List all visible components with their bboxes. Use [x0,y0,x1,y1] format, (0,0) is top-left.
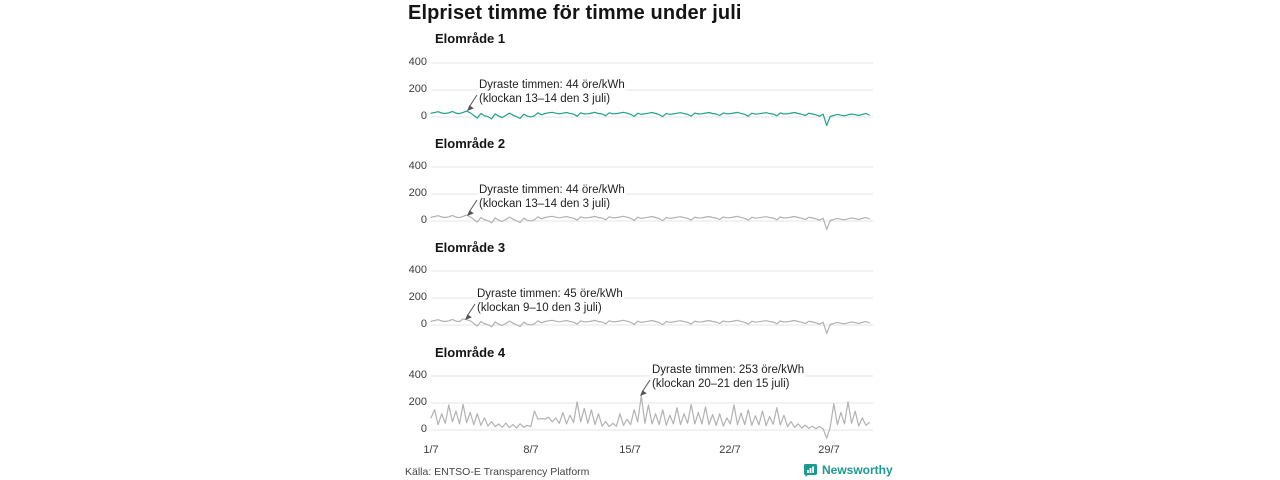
annotation-peak-elomrade-3: Dyraste timmen: 45 öre/kWh (klockan 9–10… [465,287,624,320]
y-tick-label: 400 [408,160,427,172]
annotation-text-line2: (klockan 13–14 den 3 juli) [478,197,612,211]
subplot-title-elomrade-4: Elområde 4 [435,345,506,360]
newsworthy-brand-text: Newsworthy [822,463,893,477]
annotation-peak-elomrade-2: Dyraste timmen: 44 öre/kWh (klockan 13–1… [467,183,626,216]
annotation-text-line2: (klockan 13–14 den 3 juli) [478,92,612,106]
x-tick-label: 29/7 [818,444,840,456]
y-tick-label: 400 [408,264,427,276]
annotation-arrow-icon [467,199,478,216]
x-tick-label: 22/7 [719,444,741,456]
y-tick-label: 200 [408,396,427,408]
annotation-peak-elomrade-1: Dyraste timmen: 44 öre/kWh (klockan 13–1… [467,78,626,111]
price-line-series [430,110,870,127]
annotation-peak-elomrade-4: Dyraste timmen: 253 öre/kWh (klockan 20–… [640,363,806,396]
y-tick-label: 0 [420,214,427,226]
y-tick-label: 400 [408,369,427,381]
newsworthy-brand: Newsworthy [804,463,893,477]
y-tick-label: 0 [420,423,427,435]
price-line-series [430,214,870,231]
annotation-arrow-icon [640,379,651,396]
annotation-text-line1: Dyraste timmen: 253 öre/kWh [651,363,806,377]
x-tick-label: 8/7 [523,444,539,456]
x-tick-label: 15/7 [619,444,641,456]
x-tick-label: 1/7 [423,444,439,456]
y-tick-label: 200 [408,291,427,303]
price-line-series [430,395,870,439]
y-tick-label: 200 [408,83,427,95]
subplot-title-elomrade-3: Elområde 3 [435,240,506,255]
newsworthy-logo-icon [804,463,817,477]
page-title: Elpriset timme för timme under juli [408,2,742,24]
price-line-series [430,318,870,335]
annotation-text-line2: (klockan 20–21 den 15 juli) [651,377,791,391]
y-tick-label: 0 [420,110,427,122]
annotation-text-line2: (klockan 9–10 den 3 juli) [476,301,603,315]
subplot-title-elomrade-2: Elområde 2 [435,136,506,151]
annotation-arrow-icon [467,94,478,111]
annotation-text-line1: Dyraste timmen: 45 öre/kWh [476,287,624,301]
subplot-title-elomrade-1: Elområde 1 [435,31,506,46]
annotation-text-line1: Dyraste timmen: 44 öre/kWh [478,78,626,92]
source-note: Källa: ENTSO-E Transparency Platform [405,466,590,478]
annotation-arrow-icon [465,303,476,320]
y-tick-label: 400 [408,56,427,68]
y-tick-label: 0 [420,318,427,330]
y-tick-label: 200 [408,187,427,199]
annotation-text-line1: Dyraste timmen: 44 öre/kWh [478,183,626,197]
